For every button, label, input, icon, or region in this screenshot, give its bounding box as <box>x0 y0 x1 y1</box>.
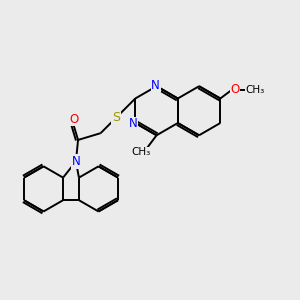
Text: CH₃: CH₃ <box>245 85 265 95</box>
Text: S: S <box>112 111 120 124</box>
Text: N: N <box>71 155 80 168</box>
Text: O: O <box>231 83 240 96</box>
Text: N: N <box>129 118 138 130</box>
Text: O: O <box>69 112 79 126</box>
Text: N: N <box>151 79 160 92</box>
Text: CH₃: CH₃ <box>131 147 151 158</box>
